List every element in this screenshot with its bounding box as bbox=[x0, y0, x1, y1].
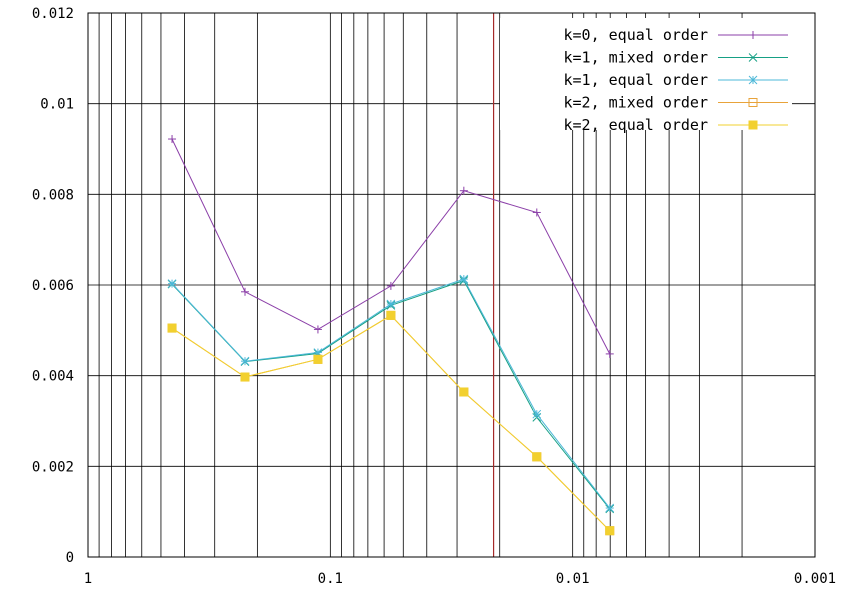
legend: k=0, equal order k=1, mixed order k=1, equ… bbox=[500, 18, 792, 134]
data-point-star bbox=[605, 503, 615, 513]
data-point-star bbox=[386, 299, 396, 309]
y-tick-label: 0 bbox=[66, 550, 74, 566]
data-point-star bbox=[167, 279, 177, 288]
data-point-filled-square bbox=[605, 526, 615, 536]
x-tick-label: 0.1 bbox=[318, 571, 343, 587]
data-series bbox=[167, 135, 615, 536]
series-line bbox=[171, 138, 611, 355]
data-point-plus bbox=[240, 287, 249, 296]
y-tick-label: 0.006 bbox=[32, 278, 74, 294]
x-tick-label: 1 bbox=[84, 571, 92, 587]
y-tick-label: 0.002 bbox=[32, 459, 74, 475]
x-tick-label: 0.001 bbox=[794, 571, 836, 587]
data-point-plus bbox=[749, 31, 757, 39]
x-tick-label: 0.01 bbox=[556, 571, 590, 587]
data-point-plus bbox=[532, 208, 541, 217]
axis-ticks: 0 0.002 0.004 0.006 0.008 0.01 0.012 1 0.1 0.01 0.… bbox=[32, 6, 836, 587]
data-point-plus bbox=[459, 186, 468, 195]
data-point-filled-square bbox=[459, 387, 469, 397]
data-point-filled-square bbox=[748, 120, 758, 130]
data-point-plus bbox=[313, 325, 322, 334]
data-point-filled-square bbox=[386, 310, 396, 320]
data-point-star bbox=[459, 274, 469, 284]
data-point-filled-square bbox=[532, 452, 542, 462]
data-point-filled-square bbox=[240, 372, 250, 382]
grid-lines bbox=[88, 12, 816, 558]
data-point-plus bbox=[386, 281, 395, 290]
y-tick-label: 0.004 bbox=[32, 369, 74, 385]
y-tick-label: 0.012 bbox=[32, 6, 74, 22]
data-point-star bbox=[748, 75, 758, 85]
y-tick-label: 0.01 bbox=[40, 97, 74, 113]
plot-frame bbox=[87, 12, 816, 558]
data-point-plus bbox=[605, 349, 614, 358]
legend-label: k=1, equal order bbox=[564, 71, 709, 89]
data-point-cross bbox=[748, 53, 758, 62]
data-point-plus bbox=[168, 135, 177, 144]
legend-label: k=1, mixed order bbox=[564, 49, 709, 67]
y-tick-label: 0.008 bbox=[32, 187, 74, 203]
data-point-filled-square bbox=[167, 323, 177, 333]
data-point-star bbox=[240, 356, 250, 366]
legend-background bbox=[500, 18, 792, 130]
data-point-open-square bbox=[748, 98, 758, 107]
legend-label: k=0, equal order bbox=[564, 26, 709, 44]
data-point-star bbox=[532, 409, 542, 419]
legend-label: k=2, mixed order bbox=[564, 94, 709, 112]
data-point-filled-square bbox=[313, 354, 323, 364]
legend-label: k=2, equal order bbox=[564, 116, 709, 134]
